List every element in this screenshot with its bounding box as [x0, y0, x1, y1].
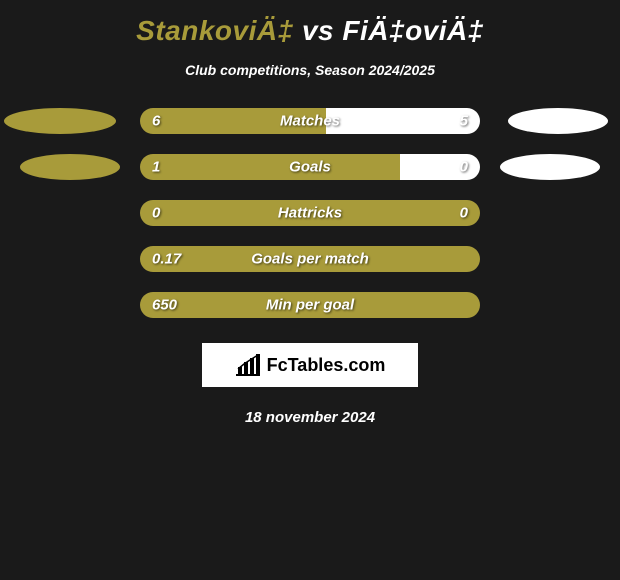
- chart-area: Matches 6 5 Goals 1 0 Hattricks 0 0 Goals per mat…: [0, 108, 620, 318]
- stat-row: Matches 6 5: [0, 108, 620, 134]
- vs-text: vs: [302, 15, 334, 46]
- stat-row: Goals 1 0: [0, 154, 620, 180]
- player1-value: 0.17: [152, 251, 181, 268]
- player2-name: FiÄ‡oviÄ‡: [342, 15, 483, 46]
- comparison-chart: StankoviÄ‡ vs FiÄ‡oviÄ‡ Club competition…: [0, 0, 620, 436]
- stat-label: Matches: [280, 113, 340, 130]
- bar-chart-icon: [235, 354, 261, 376]
- bar-track: Hattricks 0 0: [140, 200, 480, 226]
- stat-label: Goals: [289, 159, 331, 176]
- player1-bar: [140, 154, 400, 180]
- player1-ellipse: [4, 108, 116, 134]
- stat-row: Hattricks 0 0: [0, 200, 620, 226]
- page-title: StankoviÄ‡ vs FiÄ‡oviÄ‡: [136, 15, 484, 47]
- bar-track: Min per goal 650: [140, 292, 480, 318]
- subtitle: Club competitions, Season 2024/2025: [185, 62, 435, 78]
- player2-ellipse: [500, 154, 600, 180]
- bar-track: Goals 1 0: [140, 154, 480, 180]
- player1-value: 0: [152, 205, 160, 222]
- player2-value: 0: [460, 205, 468, 222]
- stat-label: Hattricks: [278, 205, 342, 222]
- stat-label: Min per goal: [266, 297, 354, 314]
- player1-name: StankoviÄ‡: [136, 15, 294, 46]
- player1-value: 1: [152, 159, 160, 176]
- player1-value: 6: [152, 113, 160, 130]
- stat-row: Min per goal 650: [0, 292, 620, 318]
- player1-value: 650: [152, 297, 177, 314]
- player1-ellipse: [20, 154, 120, 180]
- stat-row: Goals per match 0.17: [0, 246, 620, 272]
- player2-bar: [326, 108, 480, 134]
- player2-bar: [400, 154, 480, 180]
- date-text: 18 november 2024: [245, 409, 375, 426]
- logo-box: FcTables.com: [202, 343, 418, 387]
- stat-label: Goals per match: [251, 251, 369, 268]
- player2-value: 5: [460, 113, 468, 130]
- logo-text: FcTables.com: [267, 355, 386, 376]
- player2-ellipse: [508, 108, 608, 134]
- bar-track: Goals per match 0.17: [140, 246, 480, 272]
- player2-value: 0: [460, 159, 468, 176]
- bar-track: Matches 6 5: [140, 108, 480, 134]
